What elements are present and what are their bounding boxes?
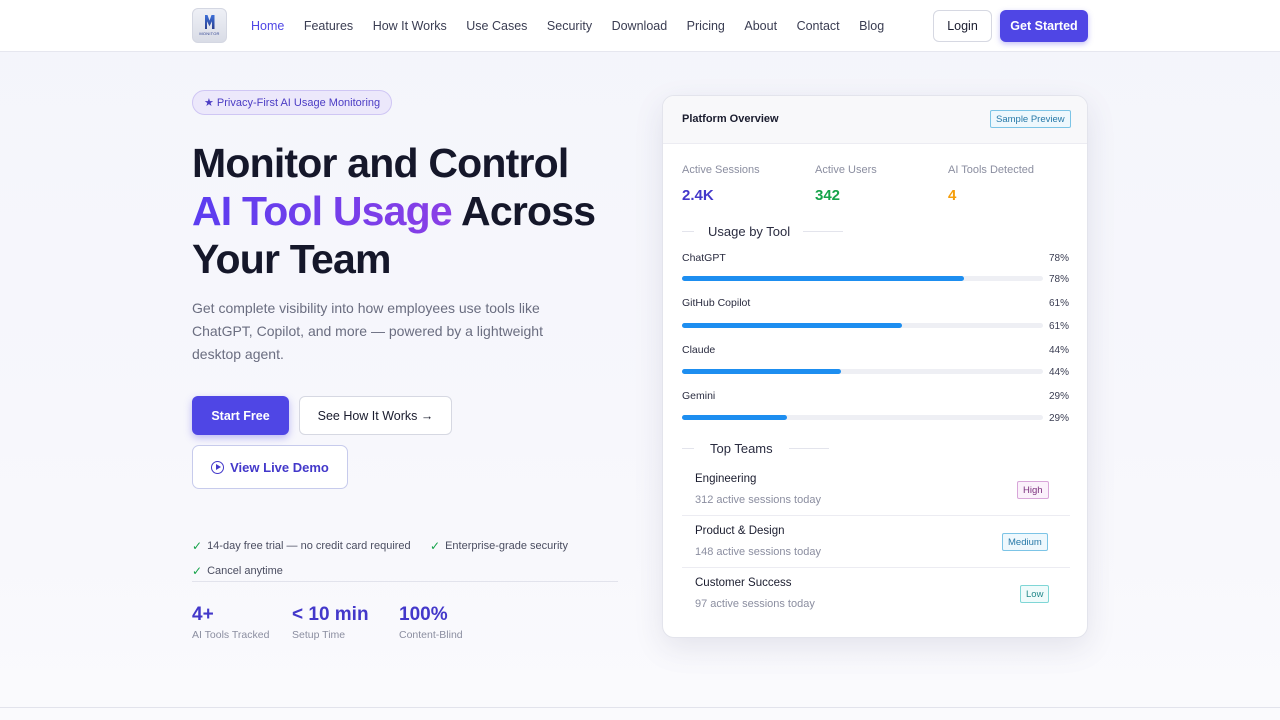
nav-links: Home Features How It Works Use Cases Sec… <box>251 0 904 52</box>
team-name: Engineering <box>695 473 757 485</box>
team-sessions: 312 active sessions today <box>695 494 821 506</box>
tool-progress-fill <box>682 323 903 328</box>
team-sessions: 148 active sessions today <box>695 546 821 558</box>
tool-pct: 78% <box>1048 253 1069 264</box>
section-line <box>803 231 843 232</box>
level-badge: High <box>1017 481 1049 499</box>
tool-name: GitHub Copilot <box>682 297 751 309</box>
tool-progress-fill <box>682 369 841 374</box>
nav-link-pricing[interactable]: Pricing <box>686 19 725 33</box>
hero-headline: Monitor and Control AI Tool Usage Across… <box>192 139 632 283</box>
headline-line1: Monitor and Control <box>192 140 569 186</box>
tool-progress-fill <box>682 415 787 420</box>
metric-users-label: Active Users <box>815 164 877 176</box>
metric-tools-label: AI Tools Detected <box>948 164 1035 176</box>
section-line <box>682 448 694 449</box>
level-badge: Low <box>1020 585 1050 603</box>
tool-name: Claude <box>682 344 716 356</box>
team-name: Product & Design <box>695 525 785 537</box>
hero-subtext: Get complete visibility into how employe… <box>192 300 543 362</box>
divider <box>192 581 618 582</box>
tool-name: Gemini <box>682 390 716 402</box>
section-line <box>682 231 694 232</box>
login-button[interactable]: Login <box>933 10 992 42</box>
logo-text: MONITOR <box>199 31 220 36</box>
tool-pct-bar: 61% <box>1048 321 1069 332</box>
tool-progress-track <box>682 415 1043 420</box>
headline-rest: Across <box>451 188 596 234</box>
stat-content-value: 100% <box>399 604 448 625</box>
top-nav: MONITOR Home Features How It Works Use C… <box>0 0 1280 52</box>
logo[interactable]: MONITOR <box>192 8 227 43</box>
metric-users-value: 342 <box>815 187 841 204</box>
metric-sessions-label: Active Sessions <box>682 164 760 176</box>
team-name: Customer Success <box>695 577 792 589</box>
nav-link-about[interactable]: About <box>744 19 778 33</box>
top-teams-title: Top Teams <box>710 441 773 456</box>
tool-progress-track <box>682 323 1043 328</box>
section-divider <box>0 707 1280 708</box>
tool-progress-track <box>682 276 1043 281</box>
team-sessions: 97 active sessions today <box>695 598 815 610</box>
metric-sessions-value: 2.4K <box>682 187 714 204</box>
card-title: Platform Overview <box>682 113 779 125</box>
nav-link-security[interactable]: Security <box>546 19 593 33</box>
headline-highlight: AI Tool Usage <box>192 188 453 234</box>
sample-preview-badge: Sample Preview <box>990 110 1071 128</box>
tool-pct-bar: 44% <box>1048 367 1069 378</box>
headline-line3: Your Team <box>192 236 391 282</box>
play-circle-icon <box>211 460 225 474</box>
start-free-button[interactable]: Start Free <box>192 396 289 435</box>
perk-label: Enterprise-grade security <box>445 540 568 552</box>
nav-link-blog[interactable]: Blog <box>859 19 885 33</box>
tool-pct-bar: 78% <box>1048 274 1069 285</box>
usage-by-tool-title: Usage by Tool <box>708 224 791 239</box>
check-icon: ✓ <box>192 539 203 553</box>
view-live-demo-button[interactable]: View Live Demo <box>192 445 348 489</box>
section-line <box>789 448 829 449</box>
nav-link-features[interactable]: Features <box>303 19 354 33</box>
stat-setup-value: < 10 min <box>292 604 369 625</box>
nav-link-download[interactable]: Download <box>611 19 668 33</box>
card-header: Platform Overview Sample Preview <box>663 96 1087 144</box>
platform-overview-card: Platform Overview Sample Preview Active … <box>662 95 1088 638</box>
tool-name: ChatGPT <box>682 252 726 264</box>
perk-label: Cancel anytime <box>207 565 283 577</box>
nav-link-contact[interactable]: Contact <box>796 19 840 33</box>
team-divider <box>682 567 1070 568</box>
get-started-button[interactable]: Get Started <box>1000 10 1088 42</box>
nav-link-use-cases[interactable]: Use Cases <box>466 19 528 33</box>
check-icon: ✓ <box>430 539 441 553</box>
perk-security: ✓ Enterprise-grade security <box>430 539 568 553</box>
check-icon: ✓ <box>192 564 203 578</box>
metric-tools-value: 4 <box>948 187 957 204</box>
demo-label: View Live Demo <box>230 459 329 475</box>
stat-content-label: Content-Blind <box>399 629 463 641</box>
team-divider <box>682 515 1070 516</box>
privacy-badge: ★ Privacy-First AI Usage Monitoring <box>192 90 393 115</box>
perk-free-trial: ✓ 14-day free trial — no credit card req… <box>192 539 411 553</box>
stat-tools-label: AI Tools Tracked <box>192 629 270 641</box>
nav-link-home[interactable]: Home <box>251 19 285 33</box>
tool-progress-fill <box>682 276 964 281</box>
see-how-it-works-button[interactable]: See How It Works → <box>299 396 452 435</box>
stat-setup-label: Setup Time <box>292 629 346 641</box>
perk-cancel: ✓ Cancel anytime <box>192 564 283 578</box>
tool-progress-track <box>682 369 1043 374</box>
logo-icon <box>204 15 215 29</box>
nav-link-how-it-works[interactable]: How It Works <box>372 19 447 33</box>
stat-tools-value: 4+ <box>192 604 214 625</box>
tool-pct-bar: 29% <box>1048 413 1069 424</box>
tool-pct: 44% <box>1048 345 1069 356</box>
perk-label: 14-day free trial — no credit card requi… <box>207 540 411 552</box>
level-badge: Medium <box>1002 533 1048 551</box>
tool-pct: 61% <box>1048 298 1069 309</box>
tool-pct: 29% <box>1048 391 1069 402</box>
